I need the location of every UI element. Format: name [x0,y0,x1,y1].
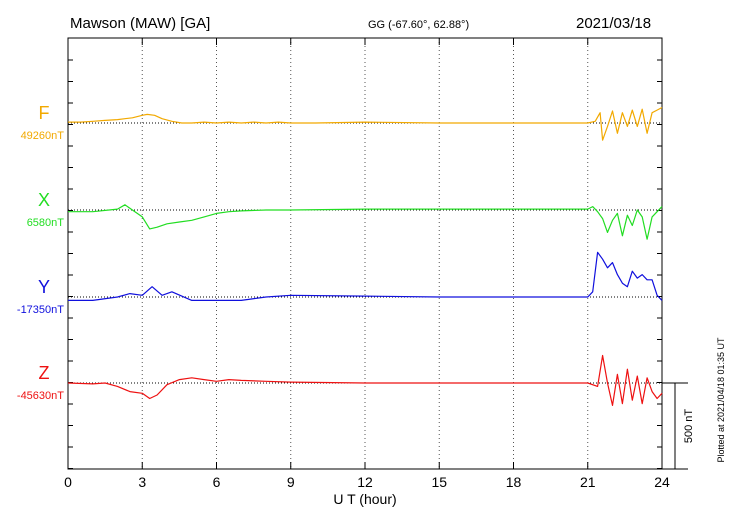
scale-bar-label: 500 nT [683,409,695,444]
x-tick-label: 0 [64,474,72,490]
x-tick-label: 12 [357,474,373,490]
x-tick-label: 3 [138,474,146,490]
station-coordinates: GG (-67.60°, 62.88°) [368,19,469,31]
chart-date: 2021/03/18 [576,15,651,32]
series-y-line [68,251,663,301]
series-lines [67,106,663,406]
series-z-baseline-value: -45630nT [17,390,64,402]
series-f-baseline-value: 49260nT [21,130,65,142]
x-axis-label: U T (hour) [333,491,396,507]
x-tick-label: 6 [213,474,221,490]
x-tick-label: 15 [431,474,447,490]
series-x-baseline-value: 6580nT [27,217,65,229]
x-axis: 0 3 6 9 12 15 18 21 24 [64,38,670,490]
x-tick-label: 21 [580,474,596,490]
series-z-label: Z [39,363,50,383]
series-labels: F 49260nT X 6580nT Y -17350nT Z -45630nT [17,103,64,402]
series-y-label: Y [38,277,50,297]
plotted-timestamp: Plotted at 2021/04/18 01:35 UT [716,337,726,463]
x-tick-label: 9 [287,474,295,490]
series-x-label: X [38,190,50,210]
x-tick-label: 18 [506,474,522,490]
vertical-grid [141,38,589,469]
series-x-line [68,204,663,240]
scale-bar: 500 nT [662,382,695,470]
chart-title: Mawson (MAW) [GA] [70,15,210,32]
series-z-line [67,354,663,406]
series-y-baseline-value: -17350nT [17,304,64,316]
y-tick-marks [68,59,662,469]
x-tick-label: 24 [654,474,670,490]
series-f-label: F [39,103,50,123]
series-f-line [68,106,663,141]
